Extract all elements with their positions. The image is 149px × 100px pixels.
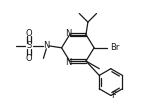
Text: N: N [66,58,72,67]
Text: F: F [111,91,116,100]
Text: Br: Br [110,43,120,52]
Text: O: O [26,54,32,63]
Text: N: N [66,29,72,38]
Text: N: N [43,41,49,50]
Text: S: S [27,41,32,50]
Text: O: O [26,29,32,38]
